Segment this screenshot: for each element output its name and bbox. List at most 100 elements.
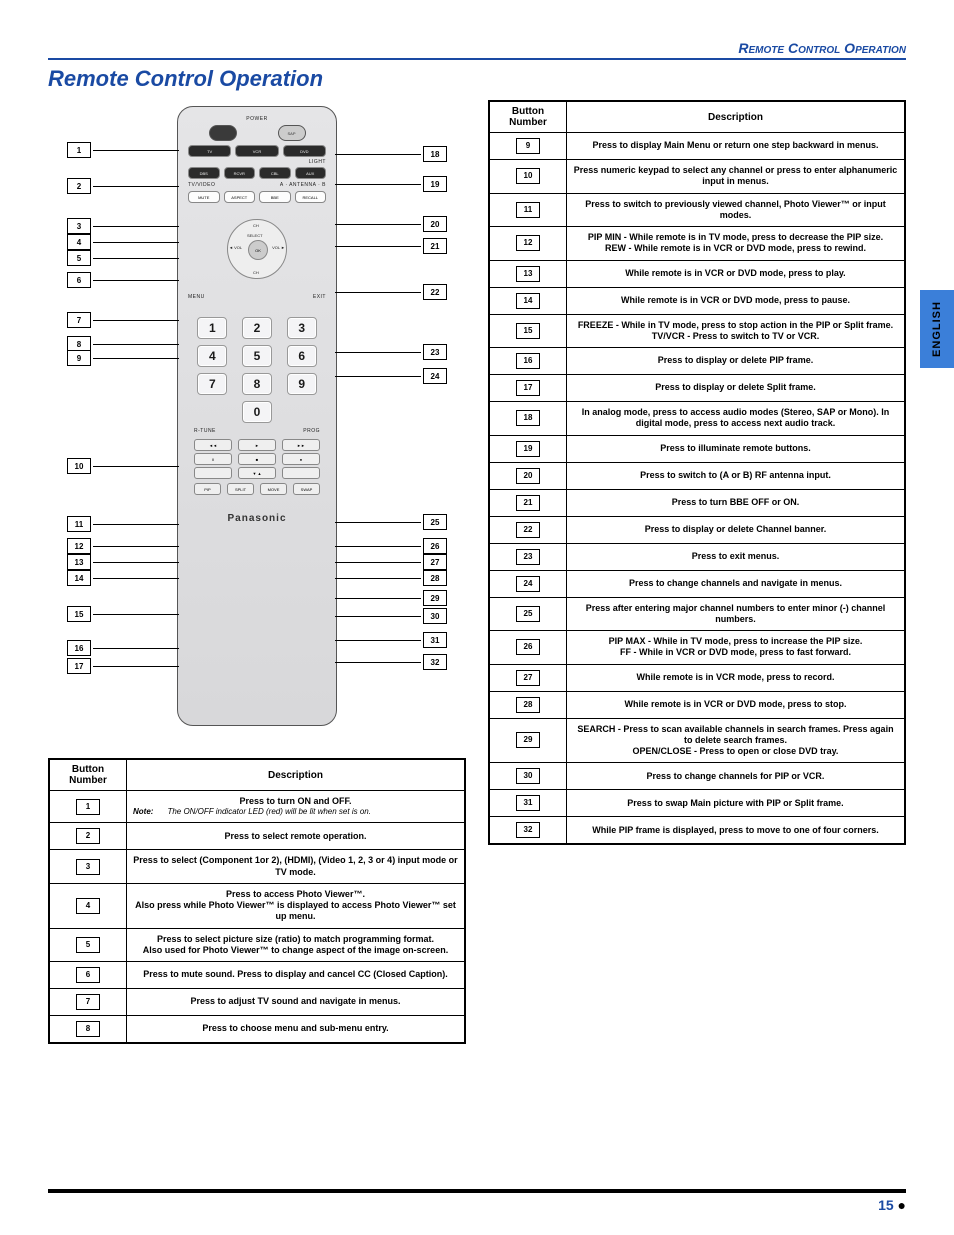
mk-stop: ■ bbox=[238, 453, 276, 465]
button-number-box: 21 bbox=[516, 495, 540, 511]
callout-20: 20 bbox=[335, 216, 447, 232]
description-text: Press to exit menus. bbox=[573, 551, 898, 562]
button-number-box: 5 bbox=[76, 937, 100, 953]
keypad-9: 9 bbox=[287, 373, 317, 395]
callout-lead bbox=[93, 226, 179, 227]
callout-num-3: 3 bbox=[67, 218, 91, 234]
table-row: 12PIP MIN - While remote is in TV mode, … bbox=[489, 227, 905, 261]
btn-mute: MUTE bbox=[188, 191, 220, 203]
cell-button-number: 13 bbox=[489, 260, 567, 287]
cell-button-number: 30 bbox=[489, 763, 567, 790]
cell-description: Press to change channels for PIP or VCR. bbox=[567, 763, 906, 790]
cell-button-number: 8 bbox=[49, 1016, 127, 1044]
callout-num-9: 9 bbox=[67, 350, 91, 366]
cell-button-number: 23 bbox=[489, 543, 567, 570]
callout-24: 24 bbox=[335, 368, 447, 384]
cell-button-number: 10 bbox=[489, 160, 567, 194]
callout-26: 26 bbox=[335, 538, 447, 554]
table-row: 8Press to choose menu and sub-menu entry… bbox=[49, 1016, 465, 1044]
cell-description: Press to access Photo Viewer™.Also press… bbox=[127, 883, 466, 928]
table-row: 27While remote is in VCR mode, press to … bbox=[489, 664, 905, 691]
table-row: 23 Press to exit menus. bbox=[489, 543, 905, 570]
button-number-box: 29 bbox=[516, 732, 540, 748]
table-row: 30 Press to change channels for PIP or VC… bbox=[489, 763, 905, 790]
callout-lead bbox=[93, 150, 179, 151]
callout-num-14: 14 bbox=[67, 570, 91, 586]
callout-lead bbox=[93, 614, 179, 615]
table-row: 3Press to select (Component 1or 2), (HDM… bbox=[49, 850, 465, 884]
description-text: Press to swap Main picture with PIP or S… bbox=[573, 798, 898, 809]
callout-12: 12 bbox=[67, 538, 179, 554]
button-number-box: 10 bbox=[516, 168, 540, 184]
callout-lead bbox=[335, 598, 421, 599]
cell-description: While remote is in VCR or DVD mode, pres… bbox=[567, 260, 906, 287]
callout-31: 31 bbox=[335, 632, 447, 648]
cell-description: PIP MAX - While in TV mode, press to inc… bbox=[567, 631, 906, 665]
keypad: 1234567890 bbox=[194, 317, 320, 423]
callout-num-20: 20 bbox=[423, 216, 447, 232]
dpad: OK CH SELECT ◄ VOL VOL ► CH bbox=[217, 209, 297, 289]
callout-lead bbox=[93, 320, 179, 321]
cell-button-number: 5 bbox=[49, 928, 127, 962]
callout-num-16: 16 bbox=[67, 640, 91, 656]
btn-aspect: ASPECT bbox=[224, 191, 256, 203]
cell-button-number: 32 bbox=[489, 817, 567, 845]
table-row: 31Press to swap Main picture with PIP or… bbox=[489, 790, 905, 817]
callout-num-12: 12 bbox=[67, 538, 91, 554]
callout-num-31: 31 bbox=[423, 632, 447, 648]
callout-lead bbox=[335, 616, 421, 617]
keypad-4: 4 bbox=[197, 345, 227, 367]
keypad-1: 1 bbox=[197, 317, 227, 339]
callout-num-13: 13 bbox=[67, 554, 91, 570]
mk-play: ► bbox=[238, 439, 276, 451]
cell-description: Press to switch to (A or B) RF antenna i… bbox=[567, 462, 906, 489]
button-number-box: 18 bbox=[516, 410, 540, 426]
button-number-box: 25 bbox=[516, 606, 540, 622]
keypad-8: 8 bbox=[242, 373, 272, 395]
callout-num-2: 2 bbox=[67, 178, 91, 194]
right-column: Button Number Description 9Press to disp… bbox=[488, 100, 906, 1044]
cell-description: Press to swap Main picture with PIP or S… bbox=[567, 790, 906, 817]
callout-num-4: 4 bbox=[67, 234, 91, 250]
callout-lead bbox=[335, 224, 421, 225]
mk-pipmin: ◄◄ bbox=[194, 439, 232, 451]
lbl-prog: PROG bbox=[303, 428, 320, 434]
remote-body: POWER SAP TV VCR DVD LIGHT DBS bbox=[177, 106, 337, 726]
table-row: 15FREEZE - While in TV mode, press to st… bbox=[489, 314, 905, 348]
callout-lead bbox=[93, 186, 179, 187]
button-number-box: 8 bbox=[76, 1021, 100, 1037]
cell-button-number: 4 bbox=[49, 883, 127, 928]
cell-description: SEARCH - Press to scan available channel… bbox=[567, 718, 906, 763]
callout-lead bbox=[335, 522, 421, 523]
cell-button-number: 14 bbox=[489, 287, 567, 314]
callout-num-30: 30 bbox=[423, 608, 447, 624]
table-row: 9Press to display Main Menu or return on… bbox=[489, 133, 905, 160]
table-row: 32While PIP frame is displayed, press to… bbox=[489, 817, 905, 845]
btn-dvd: DVD bbox=[283, 145, 326, 157]
left-column: POWER SAP TV VCR DVD LIGHT DBS bbox=[48, 100, 466, 1044]
dpad-select: SELECT bbox=[247, 233, 263, 238]
pip-keys: PIP SPLIT MOVE SWAP bbox=[194, 483, 320, 495]
button-number-box: 1 bbox=[76, 799, 100, 815]
callout-lead bbox=[93, 358, 179, 359]
description-text: Press to mute sound. Press to display an… bbox=[133, 969, 458, 980]
button-number-box: 20 bbox=[516, 468, 540, 484]
cell-description: In analog mode, press to access audio mo… bbox=[567, 402, 906, 436]
cell-description: Press to select (Component 1or 2), (HDMI… bbox=[127, 850, 466, 884]
cell-button-number: 7 bbox=[49, 989, 127, 1016]
callout-num-23: 23 bbox=[423, 344, 447, 360]
description-text: Press to change channels for PIP or VCR. bbox=[573, 771, 898, 782]
description-text: Press to illuminate remote buttons. bbox=[573, 443, 898, 454]
table-row: 20 Press to switch to (A or B) RF antenna… bbox=[489, 462, 905, 489]
button-number-box: 14 bbox=[516, 293, 540, 309]
content-columns: POWER SAP TV VCR DVD LIGHT DBS bbox=[48, 100, 906, 1044]
button-number-box: 2 bbox=[76, 828, 100, 844]
mk-rec: ● bbox=[282, 453, 320, 465]
cell-description: While remote is in VCR or DVD mode, pres… bbox=[567, 287, 906, 314]
callout-15: 15 bbox=[67, 606, 179, 622]
dpad-ch-up: CH bbox=[253, 223, 259, 228]
button-number-box: 30 bbox=[516, 768, 540, 784]
th-description-r: Description bbox=[567, 101, 906, 133]
callout-lead bbox=[93, 344, 179, 345]
button-number-box: 15 bbox=[516, 323, 540, 339]
